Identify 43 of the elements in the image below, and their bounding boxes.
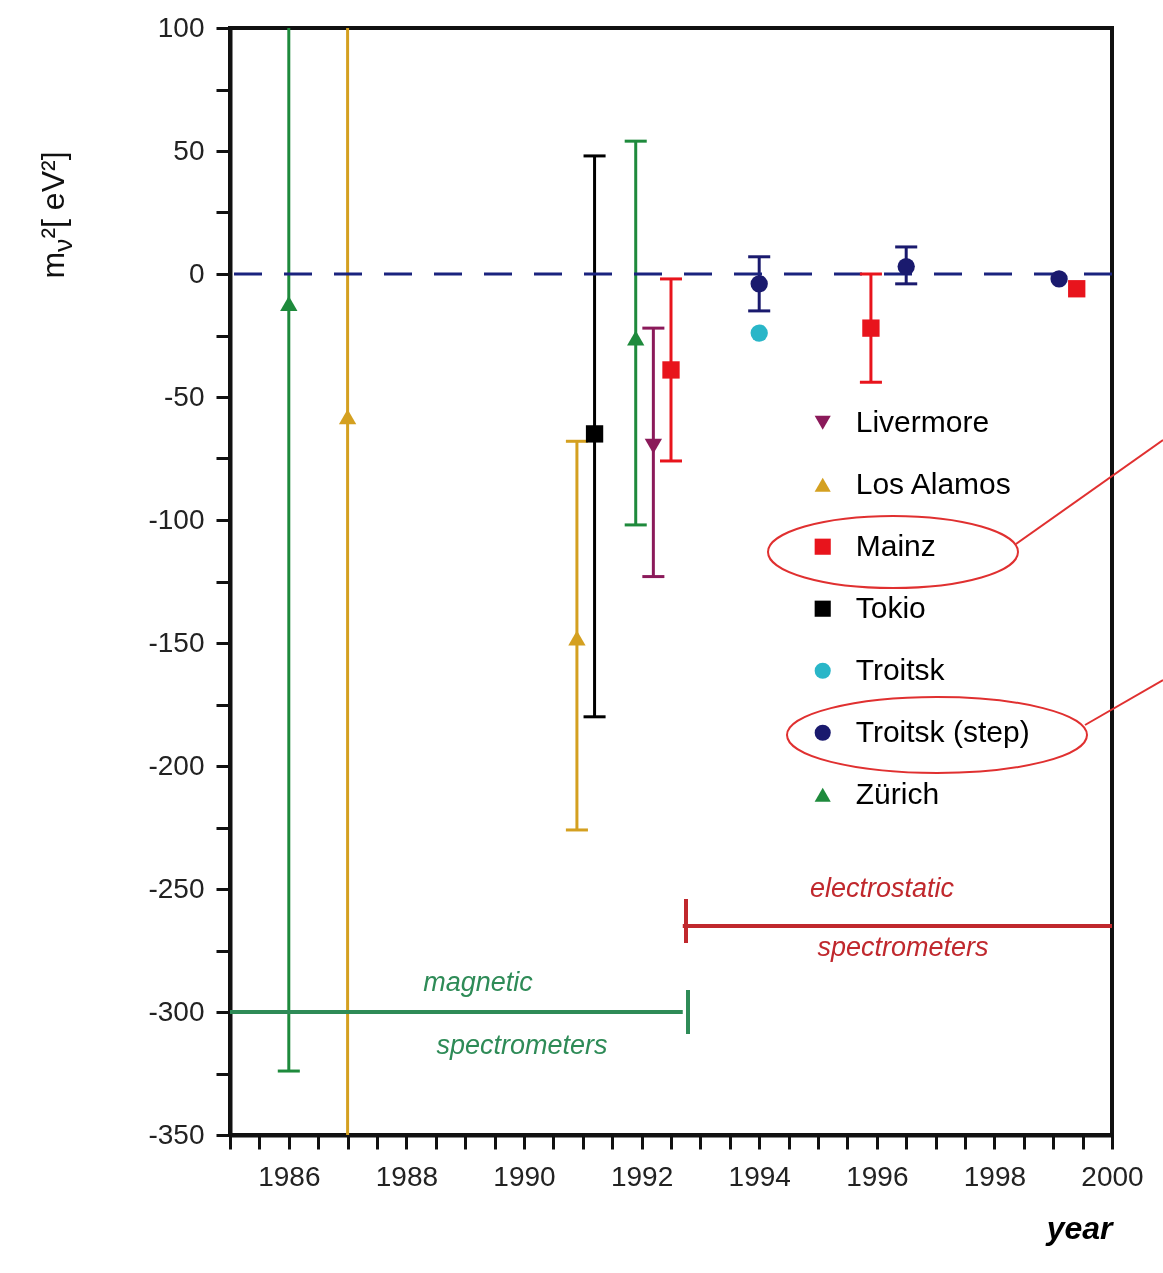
y-tick-label: -150 [148, 626, 205, 658]
legend-label: Los Alamos [855, 466, 1011, 500]
x-tick-label: 1994 [728, 1160, 791, 1192]
x-tick-label: 1990 [493, 1160, 556, 1192]
point [750, 324, 768, 342]
point [897, 257, 915, 276]
x-tick-label: 2000 [1081, 1160, 1144, 1192]
annotation: spectrometers [436, 1029, 608, 1061]
annotation: magnetic [423, 966, 533, 998]
annotation: electrostatic [809, 872, 955, 904]
y-tick-label: -250 [148, 872, 205, 904]
annotation: spectrometers [817, 931, 989, 963]
legend-label: Livermore [855, 404, 990, 438]
legend-label: Zürich [855, 776, 940, 810]
legend-label: Mainz [855, 528, 936, 562]
legend-label: Troitsk [855, 652, 946, 686]
point [862, 319, 880, 337]
point [627, 330, 645, 346]
x-axis-title: year [1044, 1209, 1115, 1246]
point [338, 409, 357, 425]
x-tick-label: 1992 [610, 1160, 674, 1192]
y-tick-label: -350 [148, 1118, 205, 1150]
x-tick-label: 1998 [963, 1160, 1027, 1192]
point [585, 425, 604, 443]
point [750, 275, 768, 293]
point [1068, 280, 1086, 298]
legend-label: Troitsk (step) [855, 714, 1030, 748]
y-tick-label: 100 [157, 11, 205, 43]
y-tick-label: -50 [164, 380, 205, 412]
point [662, 361, 680, 379]
point [568, 630, 586, 646]
y-tick-label: 50 [173, 134, 205, 166]
y-tick-label: -300 [148, 995, 205, 1027]
x-tick-label: 1996 [846, 1160, 909, 1192]
point [644, 438, 663, 454]
point [280, 296, 298, 312]
x-tick-label: 1988 [375, 1160, 439, 1192]
legend-label: Tokio [855, 590, 926, 624]
y-tick-label: 0 [188, 257, 205, 289]
y-tick-label: -200 [148, 749, 205, 781]
x-tick-label: 1986 [258, 1160, 321, 1192]
y-tick-label: -100 [148, 503, 205, 535]
point [1050, 270, 1068, 288]
